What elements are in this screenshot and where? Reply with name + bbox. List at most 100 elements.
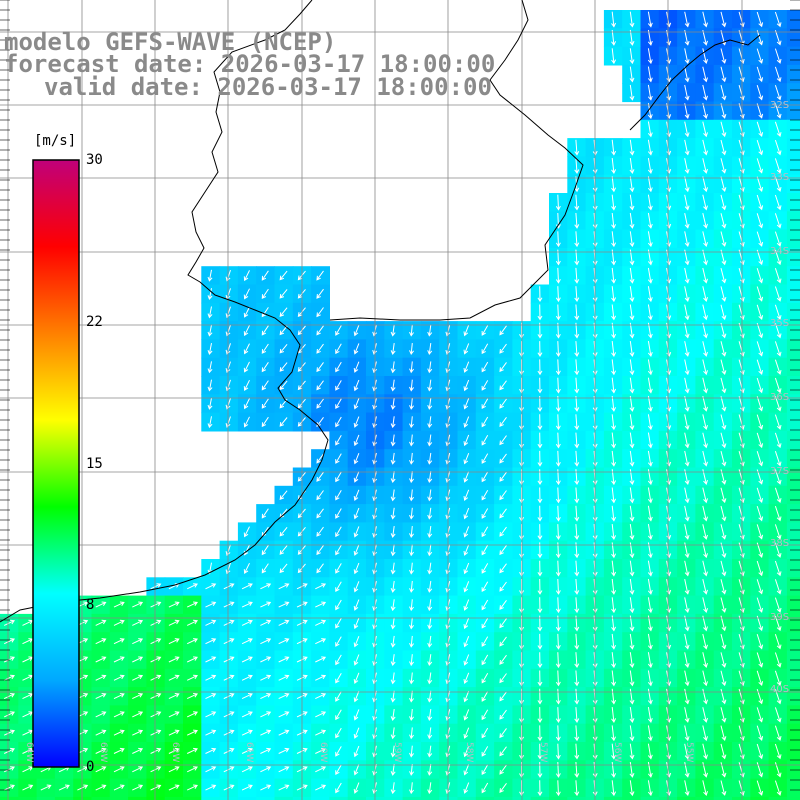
wind-arrow (756, 176, 764, 192)
wind-arrow (611, 524, 617, 540)
wind-arrow (647, 121, 653, 138)
wind-arrow (774, 121, 782, 138)
wind-arrow (499, 563, 507, 574)
wind-arrow (315, 674, 327, 681)
wind-arrow (409, 379, 414, 392)
wind-arrow (335, 581, 342, 593)
wind-arrow (113, 656, 125, 663)
wind-arrow (574, 359, 580, 376)
wind-arrow (499, 746, 507, 757)
wind-arrow (537, 688, 543, 705)
wind-arrow (168, 601, 180, 608)
wind-arrow (205, 711, 217, 718)
wind-arrow (738, 725, 745, 742)
wind-arrow (720, 579, 727, 595)
wind-arrow (720, 48, 727, 64)
wind-arrow (611, 286, 617, 303)
wind-arrow (261, 362, 269, 373)
wind-arrow (684, 48, 690, 65)
wind-arrow (316, 343, 324, 354)
wind-arrow (260, 711, 272, 718)
wind-arrow (720, 487, 727, 504)
wind-arrow (427, 709, 433, 721)
wind-speed-cell (256, 796, 276, 800)
wind-arrow (261, 508, 269, 519)
wind-arrow (574, 212, 580, 229)
wind-arrow (684, 359, 690, 376)
wind-speed-cell (786, 485, 800, 505)
wind-arrow (555, 359, 561, 376)
wind-arrow (537, 524, 543, 540)
wind-arrow (353, 416, 360, 428)
wind-arrow (463, 599, 470, 611)
wind-arrow (499, 453, 507, 464)
wind-arrow (629, 743, 635, 760)
wind-arrow (684, 707, 690, 723)
wind-arrow (629, 11, 635, 28)
wind-arrow (647, 286, 653, 303)
wind-arrow (574, 725, 580, 742)
title-forecast-date: forecast date: 2026-03-17 18:00:00 (4, 50, 496, 78)
wind-arrow (463, 709, 470, 721)
wind-arrow (207, 324, 213, 337)
wind-arrow (205, 619, 217, 626)
wind-arrow (463, 416, 470, 428)
wind-arrow (409, 709, 414, 721)
wind-arrow (335, 544, 342, 556)
wind-arrow (720, 524, 727, 540)
wind-arrow (481, 471, 489, 483)
wind-arrow (409, 672, 414, 685)
wind-arrow (611, 48, 617, 65)
wind-arrow (756, 652, 764, 668)
wind-arrow (113, 784, 125, 791)
wind-arrow (316, 380, 324, 391)
wind-arrow (629, 780, 635, 797)
wind-arrow (684, 103, 690, 119)
wind-arrow (261, 270, 269, 281)
wind-arrow (278, 747, 290, 754)
wind-arrow (223, 747, 235, 754)
wind-arrow (555, 487, 561, 504)
wind-arrow (243, 379, 250, 391)
wind-arrow (611, 633, 617, 650)
wind-arrow (427, 690, 433, 703)
wind-speed-cell (786, 302, 800, 322)
wind-arrow (684, 652, 690, 668)
wind-arrow (611, 725, 617, 742)
wind-arrow (243, 361, 250, 373)
wind-arrow (774, 341, 782, 357)
wind-arrow (756, 414, 764, 430)
wind-arrow (684, 84, 690, 101)
wind-arrow (738, 414, 745, 430)
wind-arrow (702, 231, 708, 248)
wind-arrow (611, 597, 617, 614)
wind-arrow (574, 743, 580, 760)
wind-arrow (629, 505, 635, 522)
wind-arrow (611, 780, 617, 797)
wind-arrow (499, 380, 507, 391)
wind-arrow (702, 414, 708, 431)
wind-arrow (702, 743, 708, 760)
wind-arrow (574, 286, 580, 303)
wind-arrow (241, 656, 253, 663)
wind-arrow (316, 545, 324, 556)
wind-arrow (574, 231, 580, 248)
wind-arrow (481, 453, 489, 464)
wind-arrow (774, 11, 782, 28)
wind-arrow (499, 581, 507, 592)
wind-arrow (243, 544, 250, 556)
wind-speed-cell (439, 796, 459, 800)
wind-arrow (3, 619, 15, 626)
wind-arrow (353, 745, 360, 758)
wind-arrow (537, 725, 543, 742)
colorbar-tick-label: 22 (86, 313, 103, 330)
wind-arrow (279, 343, 288, 354)
wind-arrow (132, 693, 144, 700)
wind-arrow (499, 600, 507, 610)
wind-speed-cell (274, 796, 294, 800)
wind-arrow (225, 398, 231, 410)
wind-arrow (279, 526, 288, 537)
wind-arrow (409, 580, 414, 593)
wind-arrow (629, 414, 635, 431)
wind-arrow (720, 286, 727, 302)
